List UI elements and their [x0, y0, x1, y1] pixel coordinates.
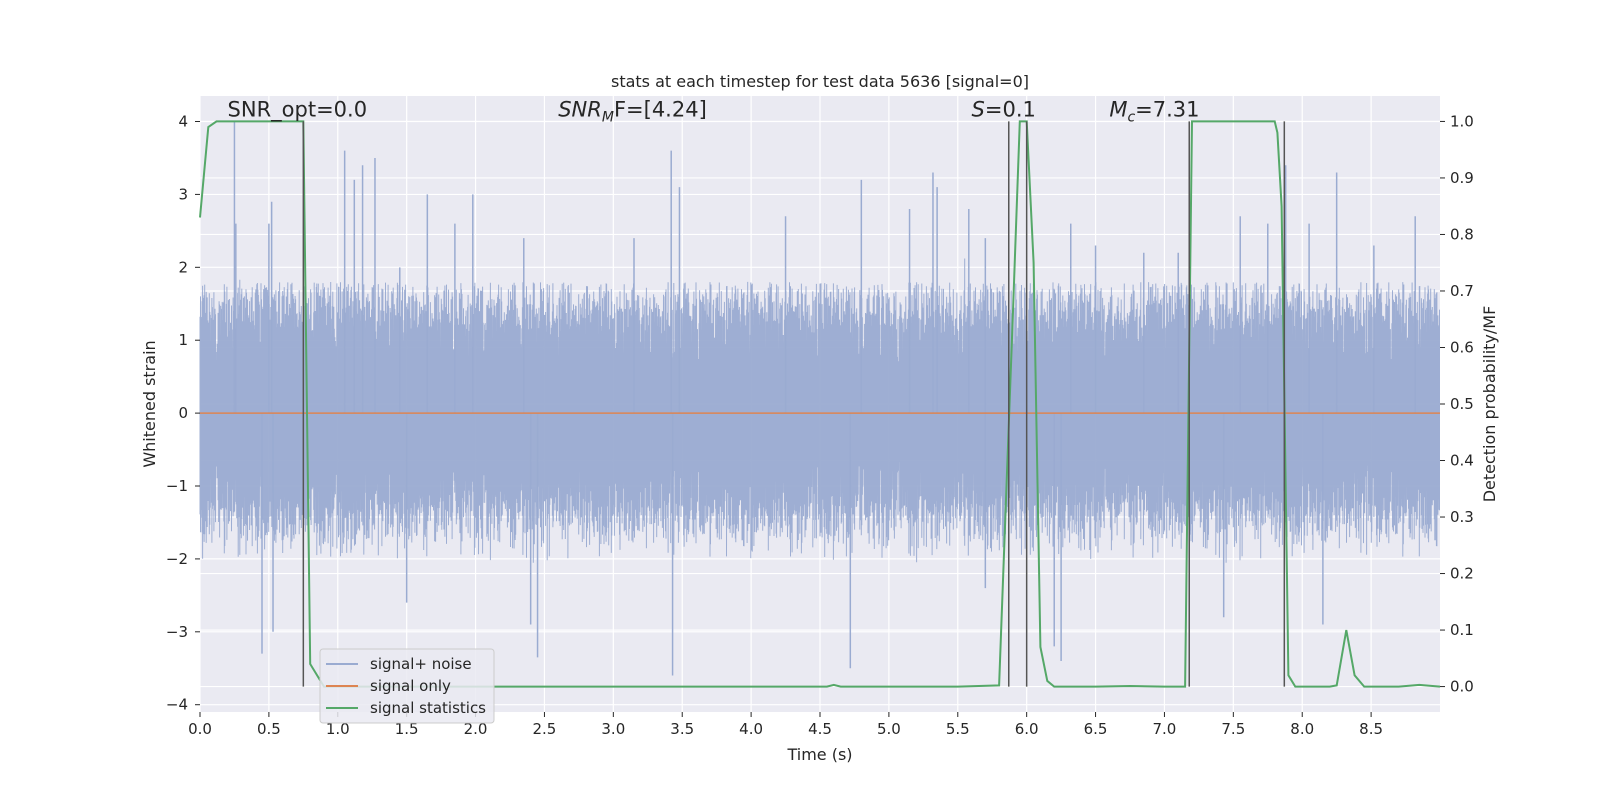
annotation-text: Mc=7.31 [1109, 97, 1199, 125]
series-signal-noise [199, 121, 1440, 676]
x-tick-label: 4.0 [739, 720, 763, 738]
y2-tick-label: 0.3 [1450, 508, 1474, 526]
y2-tick-label: 0.9 [1450, 169, 1474, 187]
x-tick-label: 0.5 [257, 720, 281, 738]
x-tick-label: 6.0 [1015, 720, 1039, 738]
annotation-text: SNR_opt=0.0 [228, 97, 368, 122]
y2-tick-label: 0.4 [1450, 452, 1474, 470]
y2-tick-label: 0.5 [1450, 395, 1474, 413]
x-tick-label: 7.0 [1153, 720, 1177, 738]
x-tick-label: 6.5 [1084, 720, 1108, 738]
y-tick-label: −3 [166, 623, 188, 641]
signal-noise-trace [199, 258, 1440, 563]
chart-title: stats at each timestep for test data 563… [611, 72, 1029, 91]
y2-tick-label: 0.1 [1450, 621, 1474, 639]
x-tick-label: 7.5 [1221, 720, 1245, 738]
x-tick-label: 4.5 [808, 720, 832, 738]
legend-label-signal-only: signal only [370, 677, 451, 695]
legend-box [319, 648, 495, 724]
legend: signal+ noise signal only signal statist… [319, 648, 495, 724]
y-tick-label: 2 [178, 258, 188, 276]
y-tick-label: −1 [166, 477, 188, 495]
y2-tick-label: 1.0 [1450, 112, 1474, 130]
legend-label-signal-noise: signal+ noise [370, 655, 472, 673]
y2-tick-label: 0.8 [1450, 225, 1474, 243]
x-tick-label: 0.0 [188, 720, 212, 738]
x-tick-label: 5.5 [946, 720, 970, 738]
x-tick-label: 2.0 [464, 720, 488, 738]
x-tick-label: 3.0 [601, 720, 625, 738]
x-tick-label: 3.5 [670, 720, 694, 738]
y2-axis-label: Detection probability/MF [1480, 306, 1499, 503]
x-tick-label: 8.5 [1359, 720, 1383, 738]
legend-label-signal-statistics: signal statistics [370, 699, 486, 717]
y2-tick-label: 0.2 [1450, 565, 1474, 583]
x-axis-label: Time (s) [786, 745, 852, 764]
x-tick-label: 2.5 [533, 720, 557, 738]
axes: 0.0 0.5 1.0 1.5 2.0 2.5 3.0 3.5 4.0 4.5 5.0 5.5 6.0 6… [166, 112, 1474, 738]
x-tick-label: 8.0 [1290, 720, 1314, 738]
y-tick-label: 3 [178, 185, 188, 203]
y2-tick-label: 0.6 [1450, 338, 1474, 356]
y-tick-label: 1 [178, 331, 188, 349]
y-tick-label: 4 [178, 113, 188, 131]
annotation-text: S=0.1 [972, 97, 1036, 121]
y-axis-label: Whitened strain [140, 340, 159, 467]
x-tick-label: 1.5 [395, 720, 419, 738]
x-tick-label: 1.0 [326, 720, 350, 738]
annotations: SNR_opt=0.0 SNRMF=[4.24] S=0.1 Mc=7.31 [228, 97, 1200, 125]
y-tick-label: −2 [166, 550, 188, 568]
x-tick-label: 5.0 [877, 720, 901, 738]
y-tick-label: −4 [166, 696, 188, 714]
annotation-text: SNRMF=[4.24] [558, 97, 707, 125]
y-tick-label: 0 [178, 404, 188, 422]
y2-tick-label: 0.7 [1450, 282, 1474, 300]
y2-tick-label: 0.0 [1450, 678, 1474, 696]
vertical-markers [302, 121, 1286, 687]
